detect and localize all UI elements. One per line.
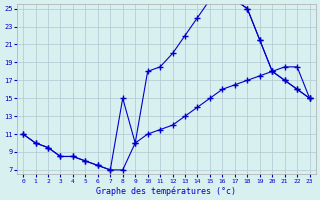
X-axis label: Graphe des températures (°c): Graphe des températures (°c) <box>96 186 236 196</box>
